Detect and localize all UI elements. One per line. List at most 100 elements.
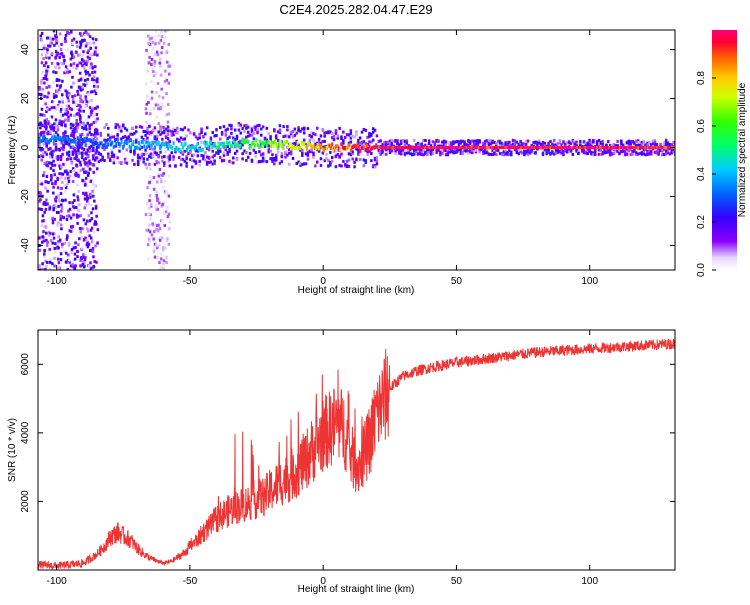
heatmap-cell [75, 64, 79, 68]
heatmap-cell [121, 135, 125, 139]
heatmap-cell [393, 146, 396, 150]
heatmap-cell [388, 146, 391, 150]
heatmap-cell [547, 141, 550, 145]
heatmap-cell [155, 140, 158, 145]
heatmap-cell [162, 259, 166, 263]
heatmap-cell [260, 159, 263, 163]
heatmap-cell [663, 153, 666, 157]
heatmap-cell [431, 152, 435, 156]
heatmap-cell [461, 152, 465, 156]
heatmap-cell [54, 242, 57, 246]
heatmap-cell [569, 146, 572, 150]
heatmap-cell [52, 204, 56, 208]
heatmap-cell [317, 137, 321, 141]
heatmap-cell [286, 153, 289, 157]
heatmap-cell [79, 145, 82, 149]
heatmap-cell [222, 151, 226, 155]
heatmap-cell [43, 137, 47, 141]
heatmap-cell [533, 146, 536, 150]
heatmap-cell [50, 175, 53, 179]
heatmap-cell [114, 125, 117, 129]
heatmap-cell [345, 165, 349, 169]
heatmap-cell [42, 141, 46, 145]
heatmap-cell [411, 153, 414, 157]
heatmap-cell [91, 189, 94, 193]
heatmap-cell [165, 60, 169, 64]
heatmap-cell [60, 176, 63, 180]
heatmap-cell [82, 123, 86, 127]
heatmap-cell [43, 81, 46, 85]
heatmap-cell [321, 145, 325, 149]
heatmap-cell [112, 161, 116, 165]
heatmap-cell [163, 35, 167, 39]
heatmap-cell [617, 146, 620, 150]
heatmap-cell [69, 229, 73, 233]
heatmap-cell [91, 207, 95, 211]
heatmap-cell [91, 107, 95, 111]
heatmap-cell [89, 179, 93, 183]
heatmap-cell [476, 146, 479, 150]
heatmap-cell [323, 131, 326, 135]
heatmap-cell [260, 153, 263, 157]
heatmap-cell [149, 132, 153, 136]
heatmap-cell [161, 185, 165, 189]
heatmap-cell [58, 238, 62, 242]
heatmap-cell [158, 136, 162, 140]
heatmap-cell [233, 151, 237, 155]
heatmap-cell [136, 156, 140, 160]
heatmap-cell [349, 153, 353, 157]
heatmap-cell [93, 131, 97, 135]
heatmap-cell [59, 61, 63, 65]
heatmap-cell [88, 73, 91, 77]
colorbar-tick-label: 0.6 [696, 119, 707, 133]
heatmap-cell [61, 100, 64, 104]
heatmap-cell [599, 140, 603, 144]
heatmap-cell [68, 137, 71, 142]
heatmap-cell [93, 134, 97, 138]
heatmap-cell [88, 219, 92, 223]
heatmap-cell [194, 161, 198, 165]
heatmap-cell [190, 157, 194, 161]
heatmap-cell [467, 139, 470, 143]
heatmap-cell [549, 140, 552, 144]
heatmap-cell [51, 216, 54, 220]
heatmap-cell [58, 164, 61, 168]
heatmap-cell [185, 161, 188, 165]
heatmap-cell [444, 153, 448, 157]
heatmap-cell [42, 150, 45, 154]
heatmap-cell [82, 75, 85, 79]
heatmap-cell [67, 115, 70, 119]
heatmap-cell [165, 238, 169, 242]
heatmap-cell [296, 140, 299, 145]
heatmap-cell [45, 180, 49, 184]
heatmap-cell [253, 143, 256, 148]
heatmap-cell [653, 139, 657, 143]
heatmap-cell [153, 222, 157, 226]
heatmap-cell [336, 149, 340, 153]
heatmap-cell [405, 139, 409, 143]
heatmap-cell [414, 143, 418, 147]
heatmap-cell [93, 106, 97, 110]
heatmap-x-ticks: -100 -50 0 50 100 [47, 30, 598, 287]
heatmap-cell [41, 70, 45, 74]
heatmap-cell [160, 257, 163, 261]
heatmap-cell [38, 92, 41, 96]
heatmap-cell [153, 126, 157, 130]
heatmap-cell [373, 165, 377, 169]
heatmap-cell [274, 158, 278, 162]
heatmap-cell [92, 170, 95, 174]
snr-series-line [38, 338, 675, 570]
heatmap-cell [273, 129, 276, 133]
heatmap-cell [77, 108, 81, 112]
heatmap-cell [284, 150, 287, 154]
heatmap-cell [629, 142, 632, 146]
heatmap-cell [157, 122, 161, 126]
heatmap-cell [80, 32, 84, 36]
heatmap-cell [63, 249, 66, 253]
heatmap-cell [159, 73, 163, 77]
heatmap-cell [485, 139, 489, 143]
heatmap-cell [541, 142, 545, 146]
heatmap-cell [496, 147, 500, 151]
heatmap-cell [82, 109, 85, 113]
heatmap-cell [59, 214, 62, 218]
